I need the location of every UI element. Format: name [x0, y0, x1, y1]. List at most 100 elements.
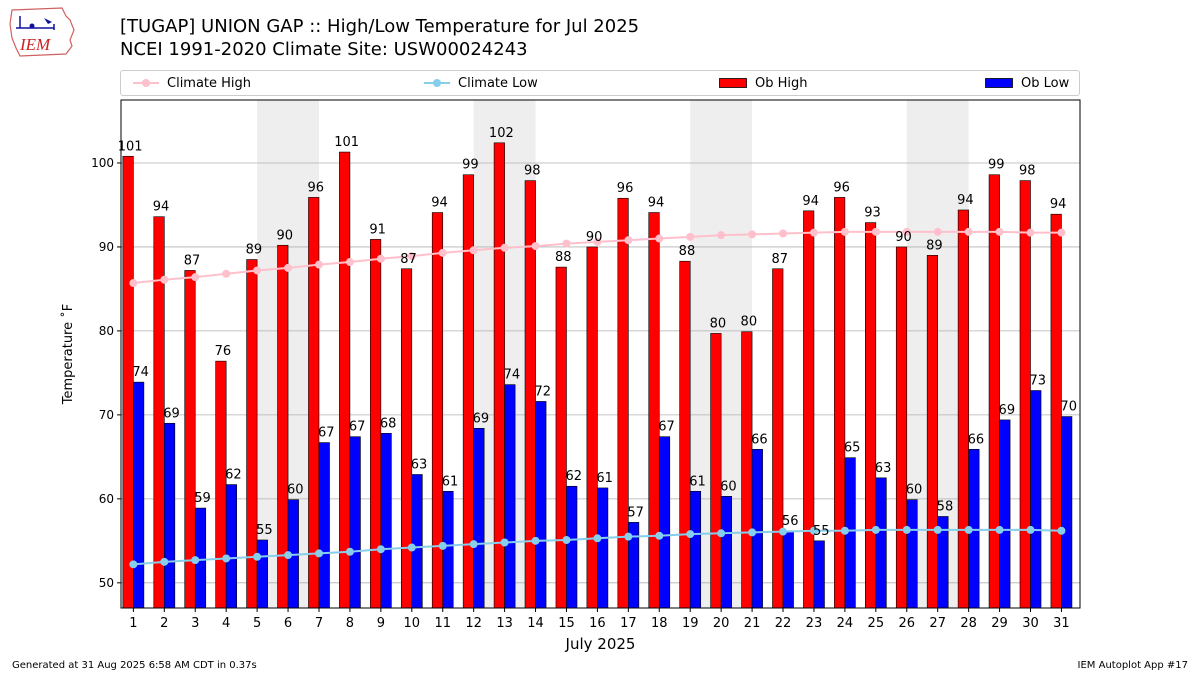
ob-low-bar — [442, 490, 454, 609]
x-axis-label: July 2025 — [565, 635, 636, 653]
ob-low-label: 56 — [782, 514, 799, 529]
x-tick-label: 18 — [651, 616, 668, 631]
legend: Climate High Climate Low Ob High Ob Low — [120, 70, 1080, 96]
climate-high-point — [809, 228, 818, 237]
legend-label-ob-high: Ob High — [755, 75, 808, 91]
ob-high-bar — [122, 155, 134, 609]
climate-high-point — [871, 227, 880, 236]
ob-high-bar — [834, 197, 846, 609]
ob-high-label: 99 — [988, 158, 1005, 173]
ob-low-label: 69 — [999, 403, 1016, 418]
ob-low-bar — [782, 530, 794, 609]
ob-low-bar — [164, 422, 176, 609]
x-tick-label: 24 — [837, 616, 854, 631]
climate-high-point — [964, 227, 973, 236]
ob-low-bar — [318, 442, 330, 609]
climate-high-point — [438, 248, 447, 257]
climate-low-point — [376, 545, 385, 554]
ob-low-label: 74 — [132, 365, 149, 380]
ob-high-label: 80 — [710, 316, 727, 331]
ob-low-bar — [380, 433, 392, 609]
ob-low-label: 61 — [689, 474, 706, 489]
climate-low-point — [871, 525, 880, 534]
ob-low-label: 66 — [968, 432, 985, 447]
ob-low-bar — [256, 539, 268, 609]
y-axis-label: Temperature ˚F — [60, 304, 76, 405]
ob-high-label: 91 — [369, 222, 386, 237]
ob-high-label: 88 — [679, 244, 696, 259]
climate-low-point — [964, 525, 973, 534]
climate-low-point — [345, 547, 354, 556]
ob-low-bar — [689, 490, 702, 609]
x-tick-label: 9 — [377, 616, 385, 631]
ob-high-label: 76 — [215, 344, 232, 359]
climate-high-point — [748, 230, 757, 239]
ob-low-label: 65 — [844, 441, 861, 456]
x-tick-label: 7 — [315, 616, 323, 631]
climate-low-point — [593, 534, 602, 543]
ob-high-label: 96 — [617, 181, 634, 196]
x-tick-label: 22 — [775, 616, 792, 631]
x-tick-label: 19 — [682, 616, 699, 631]
x-tick-label: 17 — [620, 616, 637, 631]
ob-high-label: 94 — [957, 193, 974, 208]
ob-high-label: 87 — [400, 252, 417, 267]
climate-low-point — [160, 557, 169, 566]
x-tick-label: 31 — [1053, 616, 1070, 631]
ob-low-label: 72 — [535, 384, 552, 399]
legend-swatch-ob-low — [985, 78, 1013, 88]
ob-high-label: 89 — [246, 243, 263, 258]
climate-high-point — [902, 227, 911, 236]
legend-label-climate-low: Climate Low — [458, 75, 538, 91]
ob-high-bar — [957, 209, 969, 609]
ob-high-label: 98 — [1019, 164, 1036, 179]
climate-high-point — [191, 273, 200, 282]
legend-label-climate-high: Climate High — [167, 75, 252, 91]
footer-app: IEM Autoplot App #17 — [1077, 660, 1188, 671]
x-tick-label: 20 — [713, 616, 730, 631]
plot-frame — [120, 99, 1081, 609]
ob-low-bar — [658, 436, 671, 609]
x-tick-label: 16 — [589, 616, 606, 631]
ob-high-bar — [710, 333, 722, 609]
ob-high-bar — [586, 246, 598, 609]
ob-high-bar — [865, 222, 877, 609]
x-tick-label: 11 — [434, 616, 451, 631]
ob-low-label: 62 — [225, 468, 242, 483]
ob-low-bar — [875, 477, 887, 609]
ob-low-label: 57 — [627, 505, 644, 520]
ob-low-bar — [1061, 416, 1073, 609]
ob-low-label: 59 — [194, 491, 211, 506]
climate-high-point — [624, 236, 633, 245]
ob-high-label: 90 — [277, 228, 294, 243]
ob-high-bar — [215, 360, 227, 609]
x-tick-label: 27 — [929, 616, 946, 631]
climate-high-point — [253, 266, 262, 275]
y-tick-label: 80 — [99, 324, 114, 338]
climate-high-point — [1057, 228, 1066, 237]
climate-low-point — [995, 525, 1004, 534]
climate-high-point — [717, 231, 726, 240]
climate-low-point — [624, 532, 633, 541]
climate-low-point — [686, 530, 695, 539]
climate-high-point — [779, 229, 788, 238]
climate-high-point — [933, 227, 942, 236]
ob-low-label: 61 — [596, 471, 613, 486]
ob-high-label: 101 — [334, 135, 359, 150]
ob-high-bar — [772, 268, 784, 609]
chart-title: [TUGAP] UNION GAP :: High/Low Temperatur… — [120, 16, 640, 37]
climate-low-point — [222, 554, 231, 563]
iem-logo: IEM — [9, 7, 75, 57]
x-tick-label: 6 — [284, 616, 292, 631]
ob-low-label: 67 — [658, 420, 675, 435]
x-tick-label: 30 — [1022, 616, 1039, 631]
x-tick-label: 5 — [253, 616, 261, 631]
legend-swatch-climate-high — [133, 79, 159, 87]
chart-subtitle: NCEI 1991-2020 Climate Site: USW00024243 — [120, 39, 528, 60]
ob-low-label: 70 — [1060, 400, 1077, 415]
climate-high-point — [222, 269, 231, 278]
ob-high-label: 94 — [802, 194, 819, 209]
ob-high-bar — [339, 151, 351, 609]
ob-high-bar — [308, 197, 320, 609]
legend-item-climate-high: Climate High — [133, 71, 251, 95]
